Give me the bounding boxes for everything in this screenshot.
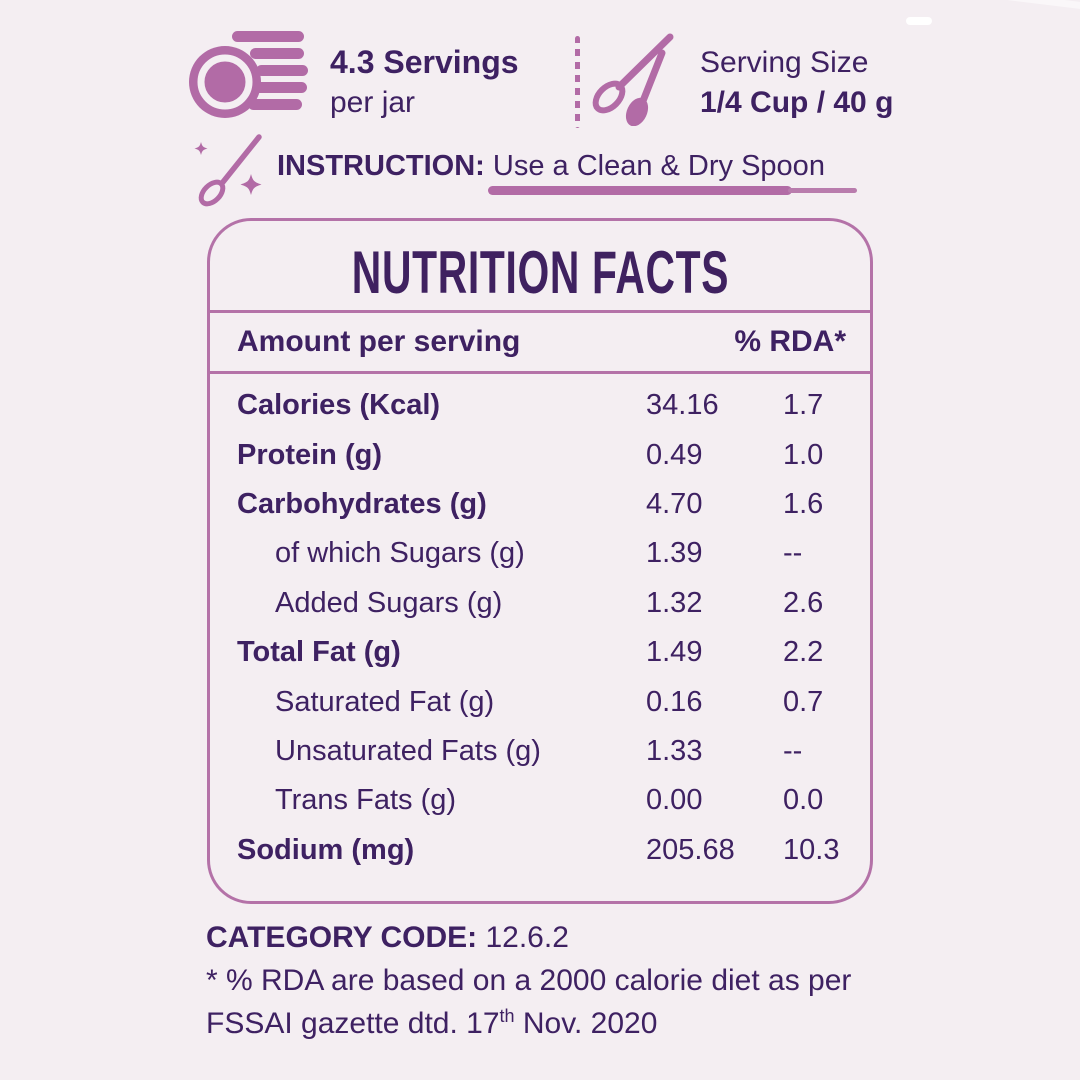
col-header-amount: Amount per serving	[237, 325, 521, 358]
dotted-divider	[575, 36, 580, 128]
nutrient-label: Trans Fats (g)	[275, 784, 457, 817]
category-code-value: 12.6.2	[477, 921, 569, 954]
nutrient-value: 1.33	[646, 734, 703, 767]
nutrient-label: Unsaturated Fats (g)	[275, 734, 541, 767]
nutrient-value: 0.00	[646, 784, 703, 817]
table-row: Sodium (mg) 205.68 10.3	[210, 826, 870, 875]
serving-size: Serving Size 1/4 Cup / 40 g	[700, 42, 893, 122]
nutrient-label: Carbohydrates (g)	[237, 487, 487, 520]
table-header-row: Amount per serving % RDA*	[210, 313, 870, 371]
nutrient-value: 4.70	[646, 487, 703, 520]
nutrient-value: 0.16	[646, 685, 703, 718]
table-row: Trans Fats (g) 0.00 0.0	[210, 776, 870, 825]
footer-notes: CATEGORY CODE: 12.6.2 * % RDA are based …	[206, 916, 851, 1045]
nutrient-rda: 2.2	[783, 636, 824, 669]
divider-line	[210, 310, 870, 313]
nutrient-rda: --	[783, 537, 803, 570]
servings-per-jar: 4.3 Servings per jar	[330, 40, 519, 122]
nutrient-rda: 1.7	[783, 389, 824, 422]
white-streak-decoration	[980, 0, 1080, 12]
divider-line	[210, 371, 870, 374]
nutrient-label: Sodium (mg)	[237, 833, 415, 866]
instruction-underline	[488, 186, 792, 195]
table-row: of which Sugars (g) 1.39 --	[210, 529, 870, 578]
nutrient-label: Calories (Kcal)	[237, 389, 441, 422]
sparkle-spoon-icon	[194, 134, 262, 207]
white-dash-decoration	[906, 17, 932, 25]
serving-size-label: Serving Size	[700, 46, 869, 79]
nutrient-label: of which Sugars (g)	[275, 537, 525, 570]
instruction-underline-tail	[788, 188, 857, 193]
table-row: Unsaturated Fats (g) 1.33 --	[210, 727, 870, 776]
nutrient-value: 205.68	[646, 833, 735, 866]
category-code-line: CATEGORY CODE: 12.6.2	[206, 916, 851, 959]
spoons-icon	[592, 33, 674, 126]
nutrient-label: Added Sugars (g)	[275, 586, 503, 619]
category-code-label: CATEGORY CODE:	[206, 921, 478, 954]
nutrient-value: 1.39	[646, 537, 703, 570]
nutrient-rda: 2.6	[783, 586, 824, 619]
nutrition-rows: Calories (Kcal) 34.16 1.7 Protein (g) 0.…	[210, 381, 870, 875]
table-row: Carbohydrates (g) 4.70 1.6	[210, 480, 870, 529]
col-header-rda: % RDA*	[734, 325, 846, 358]
table-row: Calories (Kcal) 34.16 1.7	[210, 381, 870, 430]
nutrient-label: Protein (g)	[237, 438, 382, 471]
instruction-line: INSTRUCTION: Use a Clean & Dry Spoon	[277, 150, 825, 183]
servings-unit: per jar	[330, 86, 416, 119]
nutrition-title-wrap: NUTRITION FACTS	[210, 243, 870, 303]
nutrient-label: Saturated Fat (g)	[275, 685, 495, 718]
servings-value: 4.3 Servings	[330, 44, 519, 80]
nutrition-title: NUTRITION FACTS	[351, 239, 729, 306]
nutrient-value: 1.32	[646, 586, 703, 619]
nutrient-rda: 0.0	[783, 784, 824, 817]
instruction-text: Use a Clean & Dry Spoon	[484, 150, 825, 182]
rda-note-line1: * % RDA are based on a 2000 calorie diet…	[206, 964, 852, 997]
table-row: Total Fat (g) 1.49 2.2	[210, 628, 870, 677]
table-row: Protein (g) 0.49 1.0	[210, 430, 870, 479]
instruction-label: INSTRUCTION:	[277, 150, 485, 182]
serving-size-value: 1/4 Cup / 40 g	[700, 86, 894, 119]
nutrient-rda: 10.3	[783, 833, 840, 866]
nutrient-rda: 0.7	[783, 685, 824, 718]
nutrient-value: 34.16	[646, 389, 719, 422]
superscript-th: th	[499, 1006, 515, 1026]
table-row: Added Sugars (g) 1.32 2.6	[210, 579, 870, 628]
table-row: Saturated Fat (g) 0.16 0.7	[210, 677, 870, 726]
nutrient-value: 1.49	[646, 636, 703, 669]
nutrient-rda: 1.6	[783, 487, 824, 520]
stacked-lids-icon	[189, 31, 308, 118]
rda-note-line2: FSSAI gazette dtd. 17th Nov. 2020	[206, 1006, 658, 1040]
nutrition-facts-panel: NUTRITION FACTS Amount per serving % RDA…	[207, 218, 873, 904]
nutrient-rda: --	[783, 734, 803, 767]
nutrient-value: 0.49	[646, 438, 703, 471]
nutrient-label: Total Fat (g)	[237, 636, 401, 669]
nutrient-rda: 1.0	[783, 438, 824, 471]
